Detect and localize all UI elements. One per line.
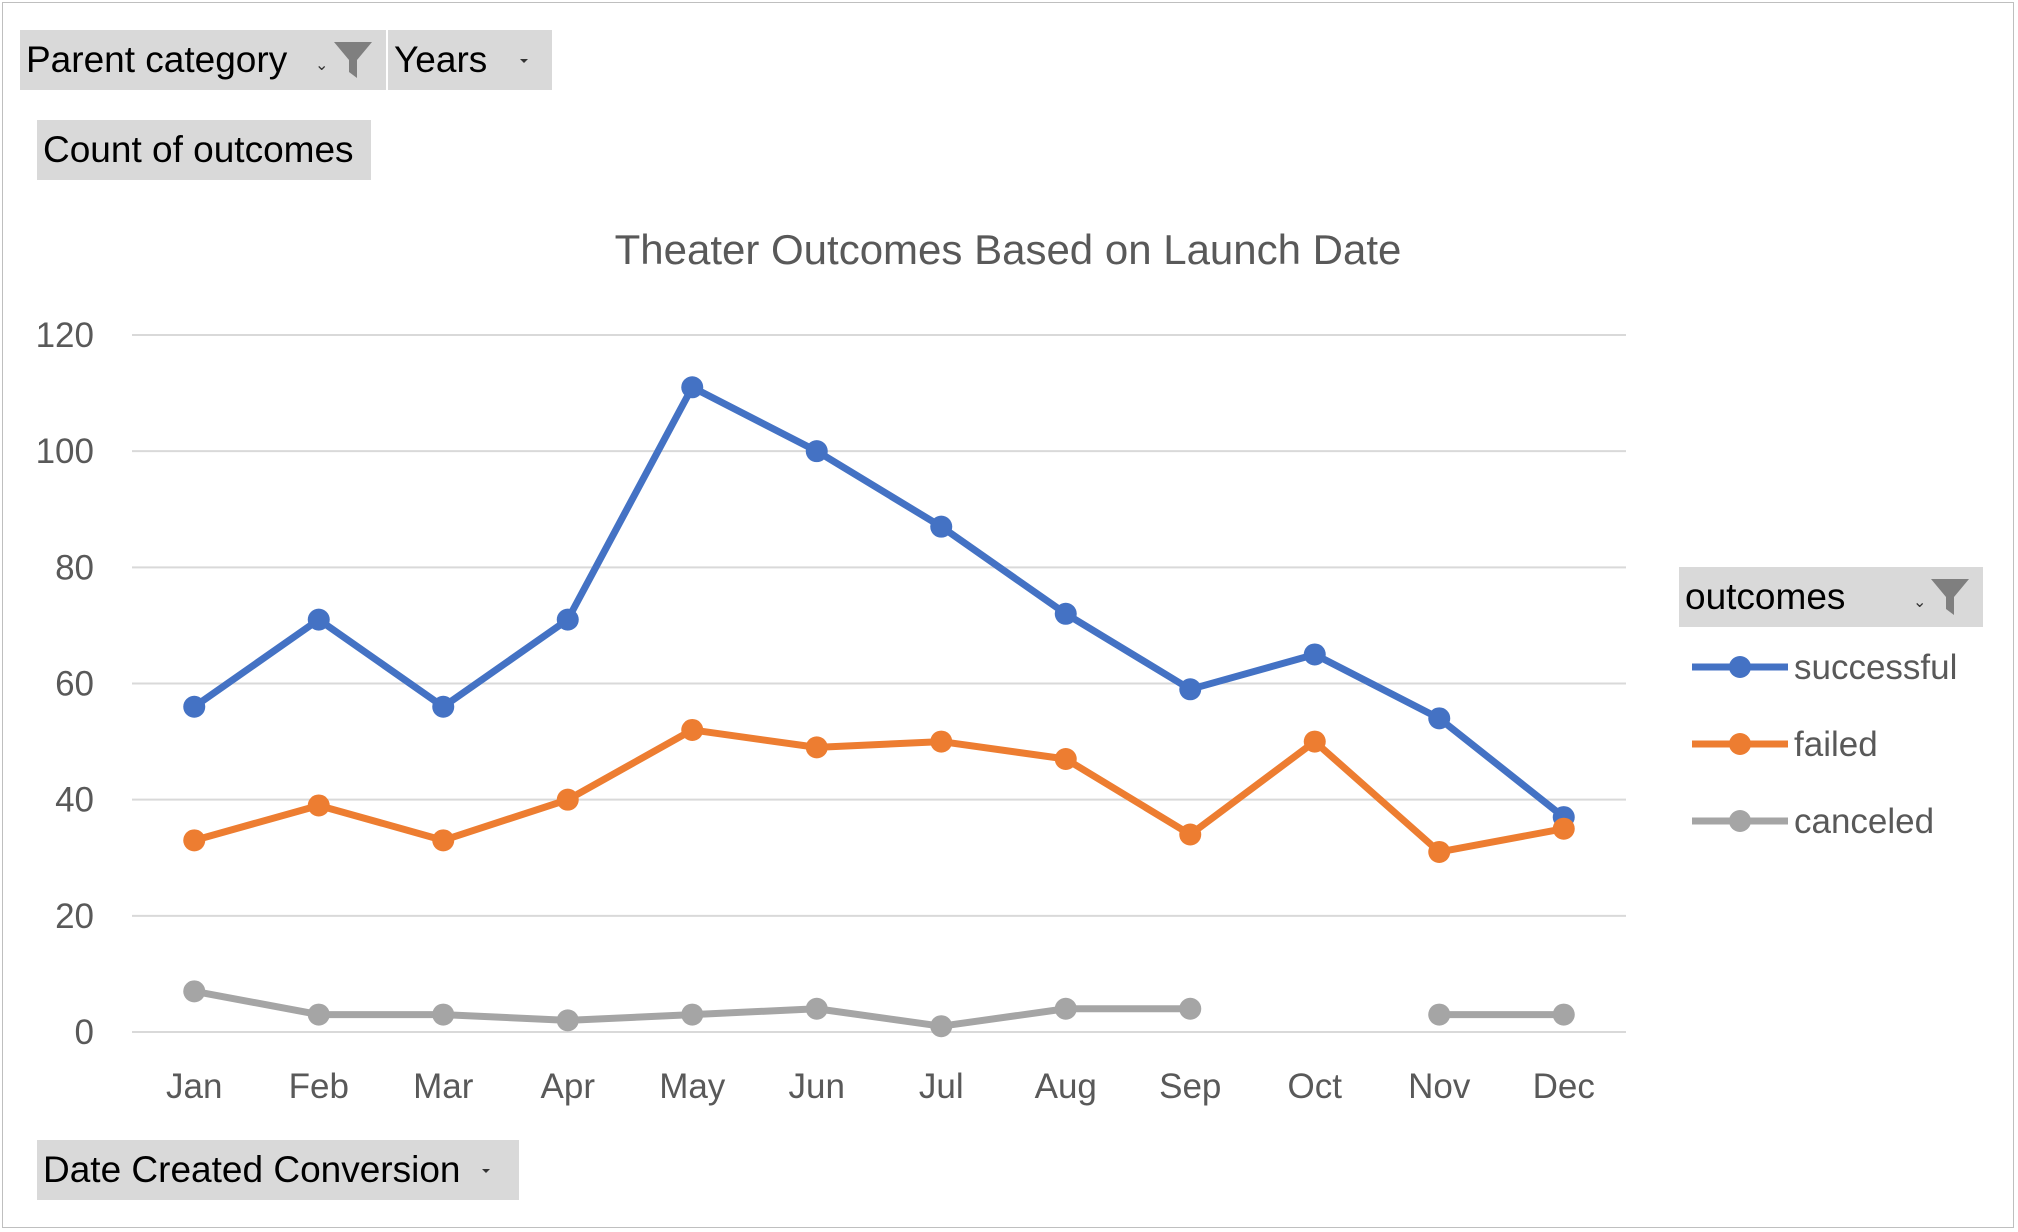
years-label: Years <box>394 39 488 80</box>
legend-label: canceled <box>1794 802 1934 841</box>
x-tick-label: Oct <box>1288 1067 1343 1106</box>
data-point[interactable] <box>307 1003 330 1026</box>
date-created-conversion-button[interactable]: Date Created Conversion <box>37 1140 519 1200</box>
data-point[interactable] <box>930 730 953 753</box>
data-point[interactable] <box>930 515 953 538</box>
x-axis-ticks: Jan Feb Mar Apr May Jun Jul Aug Sep Oct Nov Dec <box>166 1067 1595 1106</box>
y-tick-label: 60 <box>55 665 94 704</box>
x-tick-label: May <box>659 1067 726 1106</box>
data-point[interactable] <box>930 1015 953 1038</box>
data-point[interactable] <box>1179 997 1202 1020</box>
data-point[interactable] <box>432 1003 455 1026</box>
legend-label: failed <box>1794 725 1878 764</box>
outcomes-label: outcomes <box>1685 576 1846 617</box>
y-tick-label: 20 <box>55 897 94 936</box>
legend-item-successful[interactable]: successful <box>1692 648 1957 687</box>
chart-title: Theater Outcomes Based on Launch Date <box>615 226 1402 273</box>
x-tick-label: Jun <box>789 1067 845 1106</box>
data-point[interactable] <box>1054 602 1077 625</box>
data-point[interactable] <box>432 695 455 718</box>
data-point[interactable] <box>681 1003 704 1026</box>
gridlines <box>132 334 1626 1033</box>
data-point[interactable] <box>307 794 330 817</box>
series-successful <box>183 376 1575 829</box>
dropdown-arrow-icon <box>520 59 528 63</box>
data-point[interactable] <box>556 788 579 811</box>
x-tick-label: Jul <box>919 1067 964 1106</box>
legend-marker <box>1729 733 1751 755</box>
y-tick-label: 80 <box>55 548 94 587</box>
outcomes-legend-filter-button[interactable]: outcomes ⌄ <box>1679 567 1983 627</box>
data-point[interactable] <box>1179 678 1202 701</box>
data-point[interactable] <box>1552 1003 1575 1026</box>
data-point[interactable] <box>1428 1003 1451 1026</box>
data-point[interactable] <box>183 829 206 852</box>
x-tick-label: Dec <box>1533 1067 1595 1106</box>
data-point[interactable] <box>1428 707 1451 730</box>
series-canceled <box>183 980 1575 1038</box>
legend-label: successful <box>1794 648 1957 687</box>
legend-marker <box>1729 656 1751 678</box>
data-point[interactable] <box>1303 730 1326 753</box>
data-point[interactable] <box>307 608 330 631</box>
series-failed <box>183 718 1575 863</box>
data-point[interactable] <box>805 997 828 1020</box>
y-tick-label: 0 <box>75 1013 94 1052</box>
series-line <box>193 726 1565 856</box>
data-point[interactable] <box>1303 643 1326 666</box>
data-point[interactable] <box>183 980 206 1003</box>
data-point[interactable] <box>556 1009 579 1032</box>
count-of-outcomes-label: Count of outcomes <box>43 129 354 170</box>
x-tick-label: Nov <box>1408 1067 1471 1106</box>
x-tick-label: Feb <box>289 1067 349 1106</box>
data-point[interactable] <box>183 695 206 718</box>
dropdown-arrow-icon: ⌄ <box>1913 594 1927 611</box>
legend: successful failed canceled <box>1692 648 1957 841</box>
legend-item-failed[interactable]: failed <box>1692 725 1878 764</box>
dropdown-arrow-icon <box>482 1169 490 1173</box>
y-tick-label: 40 <box>55 781 94 820</box>
y-axis-ticks: 0 20 40 60 80 100 120 <box>36 316 94 1052</box>
data-point[interactable] <box>1179 823 1202 846</box>
data-point[interactable] <box>1552 817 1575 840</box>
data-point[interactable] <box>681 718 704 741</box>
x-tick-label: Apr <box>541 1067 596 1106</box>
count-of-outcomes-button[interactable]: Count of outcomes <box>37 120 371 180</box>
x-tick-label: Jan <box>166 1067 222 1106</box>
data-point[interactable] <box>1054 997 1077 1020</box>
x-tick-label: Aug <box>1035 1067 1097 1106</box>
data-point[interactable] <box>681 376 704 399</box>
y-tick-label: 120 <box>36 316 94 355</box>
data-point[interactable] <box>556 608 579 631</box>
data-point[interactable] <box>1054 748 1077 771</box>
filter-icon <box>1931 579 1969 615</box>
x-tick-label: Sep <box>1159 1067 1221 1106</box>
x-tick-label: Mar <box>413 1067 474 1106</box>
data-point[interactable] <box>805 736 828 759</box>
parent-category-filter-button[interactable]: Parent category ⌄ <box>20 30 386 90</box>
series-line <box>192 383 1566 820</box>
data-point[interactable] <box>432 829 455 852</box>
legend-item-canceled[interactable]: canceled <box>1692 802 1934 841</box>
parent-category-label: Parent category <box>26 39 288 80</box>
data-point[interactable] <box>805 440 828 463</box>
filter-icon <box>334 42 372 78</box>
y-tick-label: 100 <box>36 432 94 471</box>
data-point[interactable] <box>1428 840 1451 863</box>
legend-marker <box>1729 810 1751 832</box>
dropdown-arrow-icon: ⌄ <box>315 57 329 74</box>
date-created-conversion-label: Date Created Conversion <box>43 1149 461 1190</box>
series-lines <box>183 376 1575 1038</box>
years-filter-button[interactable]: Years <box>388 30 552 90</box>
